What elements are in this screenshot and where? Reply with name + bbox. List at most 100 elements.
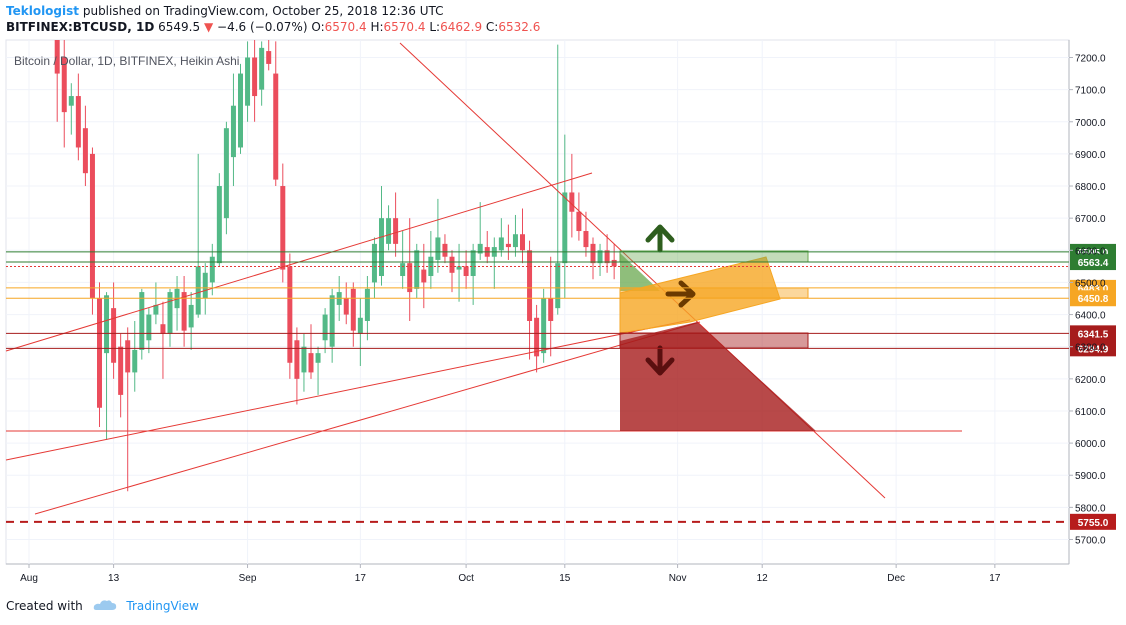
candle-body (371, 243, 377, 283)
candle-body (541, 298, 547, 354)
candle-body (167, 292, 173, 334)
candle-body (477, 243, 483, 254)
candle-body (357, 317, 363, 334)
tradingview-cloud-icon (93, 599, 117, 614)
x-tick-label: Sep (239, 573, 257, 584)
created-with-label: Created with (6, 599, 83, 613)
candle-body (364, 288, 370, 321)
published-text: published on TradingView.com, October 25… (82, 4, 444, 18)
open-value: 6570.4 (324, 20, 367, 34)
candle-body (75, 96, 81, 148)
candle-body (548, 298, 554, 321)
candle-body (393, 218, 399, 244)
candle-body (414, 250, 420, 289)
price-level-label: 6563.4 (1078, 258, 1109, 269)
candle-body (118, 346, 124, 395)
y-tick-label: 6500.0 (1075, 278, 1106, 289)
candle-body (273, 73, 279, 180)
price-level-label: 6341.5 (1078, 329, 1109, 340)
x-tick-label: 12 (757, 573, 769, 584)
candle-body (407, 263, 413, 293)
candle-body (181, 292, 187, 331)
candle-body (82, 128, 88, 174)
y-tick-label: 7100.0 (1075, 86, 1106, 97)
trendlines-layer (5, 42, 962, 515)
y-tick-label: 5900.0 (1075, 471, 1106, 482)
price-level-tag (1070, 254, 1116, 271)
candle-body (562, 192, 568, 264)
y-tick-label: 6300.0 (1075, 343, 1106, 354)
candle-body (611, 259, 617, 267)
candle-body (435, 237, 441, 260)
candle-body (111, 308, 117, 363)
orange-level-box (619, 287, 809, 299)
candle-body (245, 57, 251, 106)
candle-body (421, 269, 427, 283)
low-value: 6462.9 (440, 20, 483, 34)
price-level-label: 6595.0 (1078, 248, 1109, 259)
candle-body (230, 105, 236, 158)
right-arrow-icon (665, 280, 696, 308)
x-tick-label: Nov (669, 573, 687, 584)
price-level-label: 6294.9 (1078, 344, 1109, 355)
candle-body (61, 57, 67, 113)
y-tick-label: 5700.0 (1075, 536, 1106, 547)
y-tick-label: 6400.0 (1075, 311, 1106, 322)
candle-body (223, 128, 229, 219)
candle-body (555, 263, 561, 309)
candle-body (456, 266, 462, 270)
candle-body (597, 250, 603, 264)
publish-line: Teklologist published on TradingView.com… (6, 3, 540, 19)
price-axis: 5700.0 5800.0 5900.0 6000.0 6100.0 6200.0 6300… (1069, 54, 1106, 547)
candle-body (308, 353, 314, 373)
y-tick-label: 6000.0 (1075, 439, 1106, 450)
close-label: C: (485, 20, 499, 34)
candle-body (209, 256, 215, 283)
candle-body (512, 234, 518, 248)
price-level-tag (1070, 513, 1116, 530)
candle-body (266, 51, 272, 64)
price-level-tag (1070, 290, 1116, 307)
candle-body (97, 298, 102, 408)
candles-layer (54, 40, 617, 492)
orange-zone-shape (619, 256, 781, 334)
y-tick-label: 7000.0 (1075, 118, 1106, 129)
candle-body (498, 237, 504, 251)
lower-channel-line (34, 321, 701, 515)
price-level-tag (1070, 340, 1116, 357)
lower-trendline-b (5, 319, 691, 461)
candle-body (400, 263, 406, 277)
price-change: −4.6 (−0.07%) (217, 20, 308, 34)
candle-body (259, 47, 265, 90)
x-tick-label: Dec (887, 573, 905, 584)
tradingview-brand-link[interactable]: TradingView (126, 599, 199, 613)
author-link[interactable]: Teklologist (6, 4, 80, 18)
candle-body (322, 314, 328, 341)
y-tick-label: 5800.0 (1075, 503, 1106, 514)
high-label: H: (370, 20, 384, 34)
y-tick-label: 6900.0 (1075, 150, 1106, 161)
candle-body (280, 186, 286, 270)
candle-body (590, 243, 596, 264)
candle-body (195, 266, 201, 315)
high-value: 6570.4 (383, 20, 426, 34)
y-tick-label: 6700.0 (1075, 214, 1106, 225)
symbol-label: BITFINEX:BTCUSD, 1D (6, 20, 155, 34)
down-arrow-icon (645, 345, 675, 376)
low-label: L: (429, 20, 441, 34)
candle-body (132, 349, 138, 373)
candle-body (583, 231, 589, 248)
down-triangle-icon: ▼ (203, 20, 214, 34)
candle-body (534, 317, 540, 357)
x-tick-label: 17 (989, 573, 1001, 584)
x-tick-label: 13 (108, 573, 120, 584)
candle-body (329, 295, 335, 347)
candle-body (505, 243, 511, 248)
green-level-box (619, 250, 809, 263)
last-price: 6549.5 (158, 20, 201, 34)
time-axis: Aug 13 Sep 17 Oct 15 Nov 12 Dec 17 (20, 564, 1001, 584)
x-tick-label: Oct (458, 573, 474, 584)
plot-frame (5, 39, 1070, 565)
